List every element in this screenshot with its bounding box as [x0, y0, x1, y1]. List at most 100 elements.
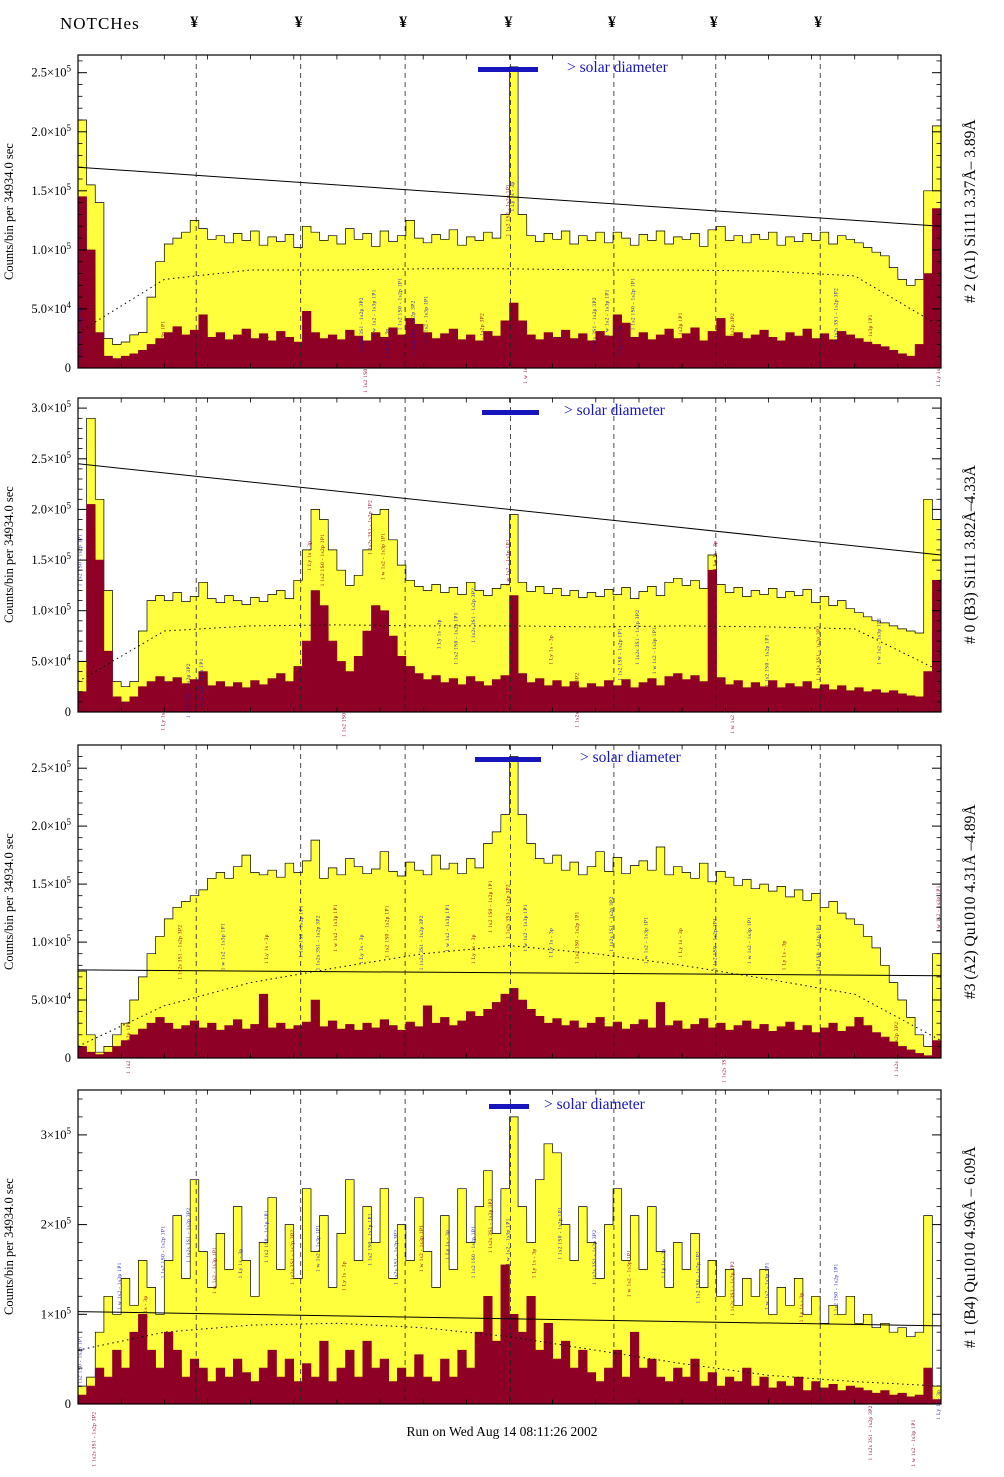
- svg-text:1 w 1s2 - 1s3p 1P1: 1 w 1s2 - 1s3p 1P1: [523, 336, 529, 383]
- svg-text:1 1s2s 3S1 - 1s2p 3P2: 1 1s2s 3S1 - 1s2p 3P2: [91, 1412, 97, 1467]
- svg-text:1 1s2 1S0 - 1s2p 1P1: 1 1s2 1S0 - 1s2p 1P1: [713, 918, 719, 971]
- svg-text:1 1s2 1S0 - 1s2p 1P1: 1 1s2 1S0 - 1s2p 1P1: [342, 684, 348, 737]
- svg-text:1 1s2 1S0 - 1s2p 1P1: 1 1s2 1S0 - 1s2p 1P1: [264, 1210, 270, 1263]
- panel-3-right-label: #3 (A2) Qu1010 4.31Å –4.89Å: [962, 804, 979, 999]
- svg-text:1.0×105: 1.0×105: [31, 602, 71, 618]
- solar-diameter-marker-2: [482, 410, 539, 415]
- svg-text:1 w 1s2 - 1s3p 1P1: 1 w 1s2 - 1s3p 1P1: [644, 917, 650, 964]
- solar-diameter-label-3: > solar diameter: [580, 749, 681, 766]
- svg-text:5.0×104: 5.0×104: [31, 991, 71, 1007]
- svg-text:1 Ly 1s - 3p: 1 Ly 1s - 3p: [264, 335, 270, 365]
- notch-marker-icon: ¥: [607, 14, 616, 31]
- svg-text:1 Ly 1s - 3p: 1 Ly 1s - 3p: [936, 682, 942, 712]
- svg-text:1 1s2s 3S1 - 1s2p 3P2: 1 1s2s 3S1 - 1s2p 3P2: [635, 610, 641, 665]
- svg-text:1 w 1s2 - 1s3p 1P1: 1 w 1s2 - 1s3p 1P1: [424, 296, 430, 343]
- svg-text:1 w 1s2 - 1s3p 1P1: 1 w 1s2 - 1s3p 1P1: [199, 658, 205, 705]
- svg-text:3.0×105: 3.0×105: [31, 399, 71, 415]
- svg-text:1.5×105: 1.5×105: [31, 182, 71, 198]
- panel-1-plot: 1 1s2 1S0 - 1s2p 1P1 1 1s2s 3S1 - 1s2p 3P…: [31, 54, 942, 393]
- svg-text:1 w 1s2 - 1s3p 1P1: 1 w 1s2 - 1s3p 1P1: [221, 923, 227, 970]
- notch-marker-icon: ¥: [504, 14, 513, 31]
- svg-text:1 1s2 1S0 - 1s2p 1P1: 1 1s2 1S0 - 1s2p 1P1: [298, 905, 304, 958]
- svg-text:2.5×105: 2.5×105: [31, 64, 71, 80]
- svg-text:1×105: 1×105: [41, 1305, 72, 1321]
- panel-4-right-label: # 1 (B4) Qu1010 4.96Å – 6.09Å: [962, 1146, 979, 1348]
- svg-text:1 1s2 1S0 - 1s2p 1P1: 1 1s2 1S0 - 1s2p 1P1: [695, 1251, 701, 1304]
- svg-text:1 w 1s2 - 1s3p 1P1: 1 w 1s2 - 1s3p 1P1: [372, 289, 378, 336]
- svg-text:1 1s2 1S0 - 1s2p 1P1: 1 1s2 1S0 - 1s2p 1P1: [631, 278, 637, 331]
- svg-text:2×105: 2×105: [41, 1216, 72, 1232]
- svg-text:1 1s2s 3S1 - 1s2p 3P2: 1 1s2s 3S1 - 1s2p 3P2: [730, 1261, 736, 1316]
- notch-marker-icon: ¥: [190, 14, 199, 31]
- svg-text:1 Ly 1s - 3p: 1 Ly 1s - 3p: [782, 941, 788, 971]
- svg-text:1 w 1s2 - 1s3p 1P1: 1 w 1s2 - 1s3p 1P1: [911, 1419, 917, 1466]
- svg-text:1 1s2 1S0 - 1s2p 1P1: 1 1s2 1S0 - 1s2p 1P1: [575, 911, 581, 964]
- svg-text:1 Ly 1s - 3p: 1 Ly 1s - 3p: [618, 326, 624, 356]
- notch-marker-icon: ¥: [814, 14, 823, 31]
- svg-text:1 Ly 1s - 3p: 1 Ly 1s - 3p: [385, 329, 391, 359]
- svg-text:1 1s2s 3S1 - 1s2p 3P2: 1 1s2s 3S1 - 1s2p 3P2: [488, 1198, 494, 1253]
- svg-text:0: 0: [65, 705, 71, 719]
- svg-text:1 w 1s2 - 1s3p 1P1: 1 w 1s2 - 1s3p 1P1: [868, 314, 874, 361]
- notch-marker-icon: ¥: [399, 14, 408, 31]
- svg-text:1 w 1s2 - 1s3p 1P1: 1 w 1s2 - 1s3p 1P1: [117, 1262, 123, 1309]
- svg-text:1 1s2s 3S1 - 1s2p 3P2: 1 1s2s 3S1 - 1s2p 3P2: [816, 626, 822, 681]
- svg-text:1 1s2s 3S1 - 1s2p 3P2: 1 1s2s 3S1 - 1s2p 3P2: [575, 673, 581, 728]
- svg-text:1 Ly 1s - 3p: 1 Ly 1s - 3p: [936, 357, 942, 387]
- svg-text:1.5×105: 1.5×105: [31, 875, 71, 891]
- svg-text:1 1s2 1S0 - 1s2p 1P1: 1 1s2 1S0 - 1s2p 1P1: [398, 278, 404, 331]
- svg-text:1 1s2s 3S1 - 1s2p 3P2: 1 1s2s 3S1 - 1s2p 3P2: [480, 313, 486, 368]
- svg-text:1 Ly 1s - 3p: 1 Ly 1s - 3p: [160, 701, 166, 731]
- panel-1-right-label: # 2 (A1) Si111 3.37Å– 3.89Å: [962, 119, 979, 304]
- solar-diameter-label-1: > solar diameter: [567, 59, 668, 76]
- svg-text:1 w 1s2 - 1s3p 1P1: 1 w 1s2 - 1s3p 1P1: [380, 533, 386, 580]
- svg-text:1 1s2 1S0 - 1s2p 1P1: 1 1s2 1S0 - 1s2p 1P1: [385, 905, 391, 958]
- svg-text:1 1s2s 3S1 - 1s2p 3P2: 1 1s2s 3S1 - 1s2p 3P2: [730, 313, 736, 368]
- svg-text:1 1s2 1S0 - 1s2p 1P1: 1 1s2 1S0 - 1s2p 1P1: [833, 1263, 839, 1316]
- svg-text:1 w 1s2 - 1s3p 1P1: 1 w 1s2 - 1s3p 1P1: [747, 917, 753, 964]
- solar-diameter-label-2: > solar diameter: [564, 402, 665, 419]
- svg-text:1 1s2 1S0 - 1s2p 1P1: 1 1s2 1S0 - 1s2p 1P1: [678, 312, 684, 365]
- svg-text:1 Ly 1s - 3p: 1 Ly 1s - 3p: [575, 338, 581, 368]
- solar-diameter-marker-1: [478, 67, 538, 72]
- svg-text:1 w 1s2 - 1s3p 1P1: 1 w 1s2 - 1s3p 1P1: [333, 904, 339, 951]
- svg-text:1 w 1s2 - 1s3p 1P1: 1 w 1s2 - 1s3p 1P1: [506, 539, 512, 586]
- svg-text:1 w 1s2 - 1s3p 1P1: 1 w 1s2 - 1s3p 1P1: [877, 617, 883, 664]
- svg-text:1 1s2s 3S1 - 1s2p 3P2: 1 1s2s 3S1 - 1s2p 3P2: [419, 915, 425, 970]
- svg-text:1 Ly 1s - 3p: 1 Ly 1s - 3p: [143, 1296, 149, 1326]
- svg-text:0: 0: [65, 361, 71, 375]
- svg-text:1 1s2 1S0 - 1s2p 1P1: 1 1s2 1S0 - 1s2p 1P1: [816, 924, 822, 977]
- svg-text:1 w 1s2 - 1s3p 1P1: 1 w 1s2 - 1s3p 1P1: [419, 1225, 425, 1272]
- svg-text:1 Ly 1s - 3p: 1 Ly 1s - 3p: [471, 934, 477, 964]
- svg-text:1 Ly 1s - 3p: 1 Ly 1s - 3p: [549, 928, 555, 958]
- svg-text:1 w 1s2 - 1s3p 1P1: 1 w 1s2 - 1s3p 1P1: [730, 687, 736, 734]
- svg-text:1 1s2s 3S1 - 1s2p 3P2: 1 1s2s 3S1 - 1s2p 3P2: [471, 588, 477, 643]
- svg-text:1 1s2 1S0 - 1s2p 1P1: 1 1s2 1S0 - 1s2p 1P1: [363, 340, 369, 393]
- svg-text:1 1s2 1S0 - 1s2p 1P1: 1 1s2 1S0 - 1s2p 1P1: [160, 1226, 166, 1279]
- svg-text:1 1s2s 3S1 - 1s2p 3P2: 1 1s2s 3S1 - 1s2p 3P2: [393, 1230, 399, 1285]
- panel-2-plot: 1 1s2 1S0 - 1s2p 1P1 1 1s2s 3S1 - 1s2p 3P…: [31, 397, 942, 737]
- run-timestamp: Run on Wed Aug 14 08:11:26 2002: [406, 1424, 598, 1439]
- svg-text:1 1s2s 3S1 - 1s2p 3P2: 1 1s2s 3S1 - 1s2p 3P2: [894, 1022, 900, 1077]
- svg-text:1 1s2s 3S1 - 1s2p 3P2: 1 1s2s 3S1 - 1s2p 3P2: [506, 884, 512, 939]
- svg-text:1 1s2s 3S1 - 1s2p 3P2: 1 1s2s 3S1 - 1s2p 3P2: [609, 897, 615, 952]
- svg-text:1 w 1s2 - 1s3p 1P1: 1 w 1s2 - 1s3p 1P1: [936, 885, 942, 932]
- svg-text:1 Ly 1s - 3p: 1 Ly 1s - 3p: [936, 1390, 942, 1420]
- svg-text:1 1s2 1S0 - 1s2p 1P1: 1 1s2 1S0 - 1s2p 1P1: [471, 1226, 477, 1279]
- svg-text:1 Ly 1s - 3p: 1 Ly 1s - 3p: [661, 1249, 667, 1279]
- svg-text:1 1s2s 3S1 - 1s2p 3P2: 1 1s2s 3S1 - 1s2p 3P2: [721, 1028, 727, 1083]
- panel-2-right-label: # 0 (B3) Si111 3.82Å–4.33Å: [962, 465, 979, 645]
- svg-text:0: 0: [65, 1397, 71, 1411]
- svg-text:1 1s2s 3S1 - 1s2p 3P2: 1 1s2s 3S1 - 1s2p 3P2: [592, 297, 598, 352]
- svg-text:0: 0: [65, 1051, 71, 1065]
- svg-text:1 Ly 1s - 3p: 1 Ly 1s - 3p: [359, 934, 365, 964]
- notches-label: NOTCHes: [60, 14, 140, 33]
- panel-3-plot: 1 1s2 1S0 - 1s2p 1P1 1 1s2s 3S1 - 1s2p 3P…: [31, 744, 942, 1083]
- svg-text:1 Ly 1s - 3p: 1 Ly 1s - 3p: [307, 541, 313, 571]
- svg-text:1 1s2s 3S1 - 1s2p 3P2: 1 1s2s 3S1 - 1s2p 3P2: [592, 1230, 598, 1285]
- solar-diameter-label-4: > solar diameter: [544, 1096, 645, 1113]
- svg-text:1 1s2s 3S1 - 1s2p 3P2: 1 1s2s 3S1 - 1s2p 3P2: [868, 1405, 874, 1460]
- svg-text:1 1s2 1S0 - 1s2p 1P1: 1 1s2 1S0 - 1s2p 1P1: [78, 1336, 84, 1389]
- svg-text:1 Ly 1s - 3p: 1 Ly 1s - 3p: [437, 619, 443, 649]
